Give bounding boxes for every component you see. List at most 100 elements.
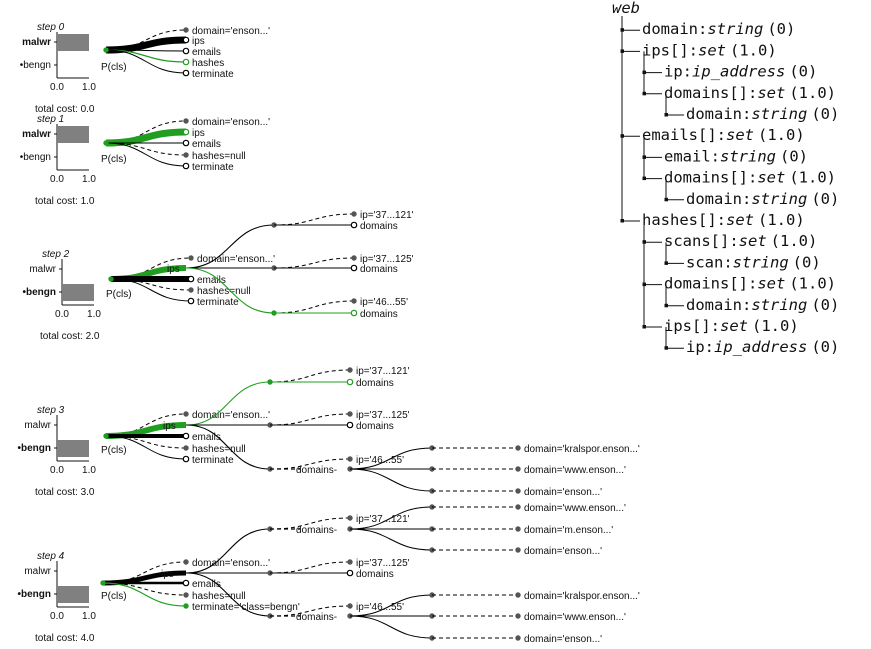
schema-row: domains[]:set (1.0) bbox=[664, 84, 836, 102]
node-2 bbox=[182, 47, 190, 55]
total-cost: total cost: 2.0 bbox=[40, 331, 100, 342]
action-label: hashes=null bbox=[192, 151, 246, 162]
node bbox=[351, 211, 357, 217]
schema-field-name: ip bbox=[686, 338, 705, 356]
edge bbox=[349, 594, 433, 617]
pcls-label: P(cls) bbox=[101, 62, 127, 73]
class-label-malwr: malwr bbox=[29, 264, 56, 275]
schema-field-name: hashes[] bbox=[642, 211, 717, 229]
schema-prob: (1.0) bbox=[771, 232, 818, 250]
node bbox=[183, 411, 189, 417]
schema-row: ip:ip_address (0) bbox=[686, 338, 839, 356]
schema-sep: : bbox=[717, 211, 726, 229]
steps-panel: step 0 malwr •bengn 0.0 1.0 P(cls) total cost:… bbox=[18, 22, 640, 645]
action-label: terminate bbox=[192, 162, 234, 173]
schema-sep: : bbox=[748, 84, 757, 102]
sub-domain-label: domain='m.enson...' bbox=[524, 525, 613, 536]
edge bbox=[185, 424, 271, 470]
ip-label: domains bbox=[360, 309, 398, 320]
schema-sep: : bbox=[742, 296, 751, 314]
step-3: step 3 malwr •bengn 0.0 1.0 P(cls) total cost:… bbox=[18, 366, 640, 498]
sub-domain-label: domain='kralspor.enson...' bbox=[524, 444, 640, 455]
schema-row: emails[]:set (1.0) bbox=[642, 126, 805, 144]
root-node bbox=[103, 140, 109, 146]
step-title: step 0 bbox=[37, 22, 65, 33]
total-cost: total cost: 4.0 bbox=[35, 633, 95, 644]
node-0 bbox=[183, 27, 189, 33]
edge bbox=[102, 561, 187, 584]
node bbox=[347, 559, 353, 565]
schema-prob: (1.0) bbox=[758, 126, 805, 144]
node bbox=[182, 432, 190, 440]
schema-prob: (1.0) bbox=[789, 169, 836, 187]
node bbox=[347, 456, 353, 462]
action-label: domain='enson...' bbox=[192, 117, 270, 128]
ip-label: domains bbox=[356, 421, 394, 432]
action-label: hashes=null bbox=[192, 591, 246, 602]
class-label-bengn: •bengn bbox=[20, 60, 51, 71]
ip-label: domains bbox=[360, 264, 398, 275]
schema-prob: (1.0) bbox=[789, 84, 836, 102]
step-title: step 1 bbox=[37, 114, 64, 125]
edge bbox=[105, 435, 187, 460]
edge bbox=[349, 615, 433, 639]
schema-field-name: domain bbox=[642, 20, 698, 38]
schema-sep: : bbox=[711, 147, 720, 165]
node bbox=[515, 504, 521, 510]
node bbox=[183, 445, 189, 451]
schema-sep: : bbox=[698, 20, 707, 38]
step-0: step 0 malwr •bengn 0.0 1.0 P(cls) total cost:… bbox=[20, 22, 270, 115]
bar-malwr bbox=[57, 126, 89, 143]
step-title: step 4 bbox=[37, 551, 65, 562]
node bbox=[183, 603, 189, 609]
schema-row: domain:string (0) bbox=[686, 105, 839, 123]
sub-domain-label: domain='enson...' bbox=[524, 634, 602, 645]
edge bbox=[102, 582, 187, 607]
schema-sep: : bbox=[748, 169, 757, 187]
action-label: emails bbox=[192, 139, 221, 150]
schema-prob: (1.0) bbox=[789, 275, 836, 293]
schema-row: domains[]:set (1.0) bbox=[664, 169, 836, 187]
root-node bbox=[103, 47, 109, 53]
x-tick-min: 0.0 bbox=[55, 309, 69, 320]
class-label-malwr: malwr bbox=[22, 37, 51, 48]
schema-row: ips[]:set (1.0) bbox=[642, 41, 777, 59]
node-3 bbox=[183, 152, 189, 158]
node bbox=[351, 255, 357, 261]
schema-prob: (0) bbox=[789, 63, 817, 81]
schema-field-name: emails[] bbox=[642, 126, 717, 144]
edge bbox=[269, 561, 351, 574]
x-tick-min: 0.0 bbox=[50, 465, 64, 476]
node bbox=[515, 592, 521, 598]
ip-label: domains- bbox=[296, 612, 337, 623]
x-tick-max: 1.0 bbox=[82, 611, 96, 622]
action-label: hashes bbox=[192, 58, 224, 69]
schema-sep: : bbox=[711, 317, 720, 335]
edge bbox=[349, 468, 433, 492]
schema-prob: (0) bbox=[780, 147, 808, 165]
schema-row: domain:string (0) bbox=[686, 296, 839, 314]
schema-field-name: domain bbox=[686, 190, 742, 208]
node bbox=[346, 569, 354, 577]
ip-label: ip='46...55' bbox=[356, 602, 404, 613]
bar-bengn bbox=[57, 586, 89, 603]
sub-domain-label: domain='enson...' bbox=[524, 546, 602, 557]
schema-field-name: scan bbox=[686, 253, 723, 271]
node bbox=[515, 526, 521, 532]
schema-row: hashes[]:set (1.0) bbox=[642, 211, 805, 229]
ip-label: domains bbox=[356, 378, 394, 389]
schema-field-name: ips[] bbox=[664, 317, 711, 335]
node bbox=[346, 378, 354, 386]
node bbox=[347, 411, 353, 417]
action-label: ips bbox=[163, 421, 176, 432]
schema-type: set bbox=[757, 275, 785, 293]
action-label: domain='enson...' bbox=[197, 254, 275, 265]
action-label: emails bbox=[192, 47, 221, 58]
ip-label: domains- bbox=[296, 525, 337, 536]
node bbox=[346, 421, 354, 429]
x-tick-max: 1.0 bbox=[82, 174, 96, 185]
schema-field-name: domains[] bbox=[664, 275, 748, 293]
node bbox=[351, 298, 357, 304]
schema-sep: : bbox=[705, 338, 714, 356]
ip-label: ip='37...121' bbox=[356, 366, 410, 377]
